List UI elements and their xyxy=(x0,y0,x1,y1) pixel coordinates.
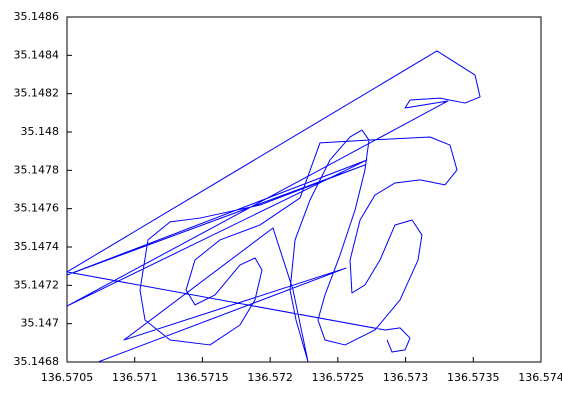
x-tick-label: 136.572 xyxy=(247,371,293,384)
x-tick-label: 136.5725 xyxy=(312,371,365,384)
y-tick-label: 35.1486 xyxy=(14,10,60,23)
y-tick-label: 35.148 xyxy=(21,125,60,138)
x-tick-label: 136.5705 xyxy=(41,371,94,384)
y-tick-label: 35.1484 xyxy=(14,48,60,61)
y-tick-label: 35.1468 xyxy=(14,355,60,368)
track-line xyxy=(66,50,481,363)
y-tick-label: 35.1476 xyxy=(14,202,60,215)
x-tick-label: 136.5715 xyxy=(176,371,229,384)
x-tick-label: 136.5735 xyxy=(447,371,500,384)
y-tick-label: 35.1474 xyxy=(14,240,60,253)
x-tick-label: 136.571 xyxy=(112,371,158,384)
plot-frame xyxy=(66,16,542,363)
y-tick-label: 35.147 xyxy=(21,317,60,330)
y-tick-label: 35.1472 xyxy=(14,278,60,291)
x-tick-label: 136.574 xyxy=(518,371,562,384)
x-tick-label: 136.573 xyxy=(383,371,429,384)
y-tick-label: 35.1482 xyxy=(14,87,60,100)
y-tick-label: 35.1478 xyxy=(14,163,60,176)
